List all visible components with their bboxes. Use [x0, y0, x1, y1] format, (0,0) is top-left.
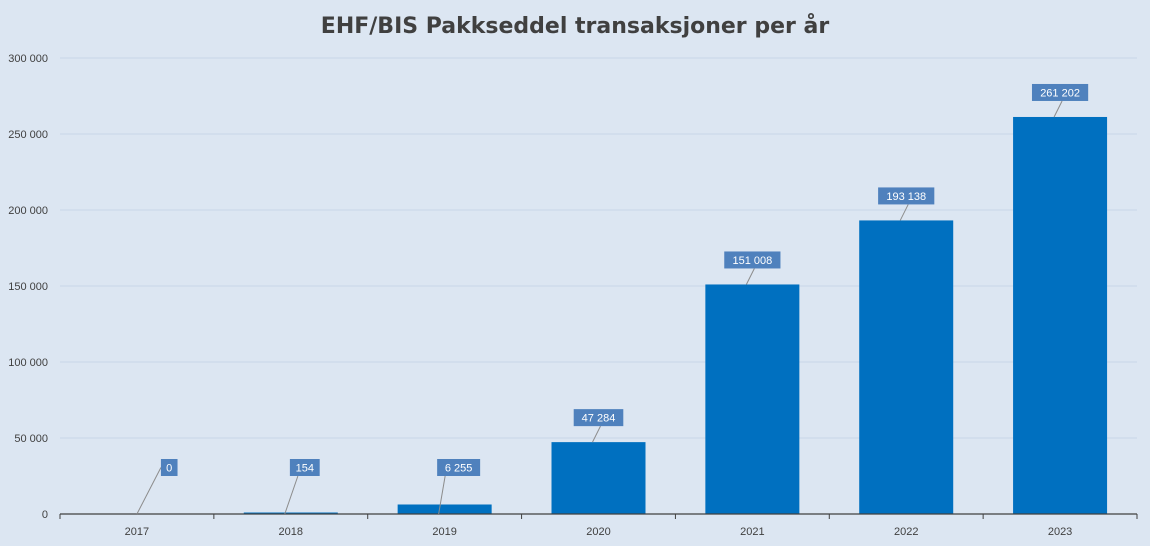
data-label-leader [899, 204, 909, 221]
data-label: 47 284 [582, 413, 616, 425]
chart-title: EHF/BIS Pakkseddel transaksjoner per år [320, 14, 830, 39]
y-tick-label: 50 000 [14, 433, 48, 445]
data-label-box [1031, 83, 1089, 101]
data-label: 151 008 [732, 255, 772, 267]
data-label-leader [745, 268, 755, 285]
data-label-leader [1053, 100, 1063, 118]
x-tick-label: 2020 [586, 526, 610, 538]
data-label-box [878, 187, 935, 205]
x-tick-label: 2021 [740, 526, 764, 538]
x-tick-label: 2022 [894, 526, 918, 538]
data-label-leader [136, 467, 162, 515]
y-tick-label: 150 000 [8, 281, 48, 293]
bar-2018 [243, 512, 338, 514]
data-label: 154 [296, 463, 314, 475]
data-label-box [573, 409, 624, 427]
y-tick-label: 100 000 [8, 357, 48, 369]
x-tick-label: 2017 [125, 526, 149, 538]
data-label: 6 255 [445, 463, 473, 475]
data-label-leader [592, 425, 601, 443]
data-label: 193 138 [886, 191, 926, 203]
data-label-box [289, 459, 320, 476]
data-label: 261 202 [1040, 87, 1080, 99]
bar-2022 [859, 220, 954, 514]
y-tick-label: 300 000 [8, 53, 48, 65]
data-label: 0 [166, 463, 172, 475]
data-label-box [724, 251, 781, 269]
x-tick-label: 2018 [279, 526, 303, 538]
x-tick-label: 2019 [432, 526, 456, 538]
bar-2020 [551, 442, 646, 514]
bar-2023 [1013, 116, 1108, 514]
y-tick-label: 250 000 [8, 129, 48, 141]
bar-2021 [705, 284, 800, 514]
bar-2019 [397, 504, 492, 514]
y-tick-label: 200 000 [8, 205, 48, 217]
x-tick-label: 2023 [1048, 526, 1072, 538]
data-label-box [437, 459, 481, 476]
data-label-box [160, 459, 178, 476]
data-label-leader [284, 475, 299, 515]
data-label-leader [438, 475, 446, 515]
y-tick-label: 0 [42, 509, 48, 521]
